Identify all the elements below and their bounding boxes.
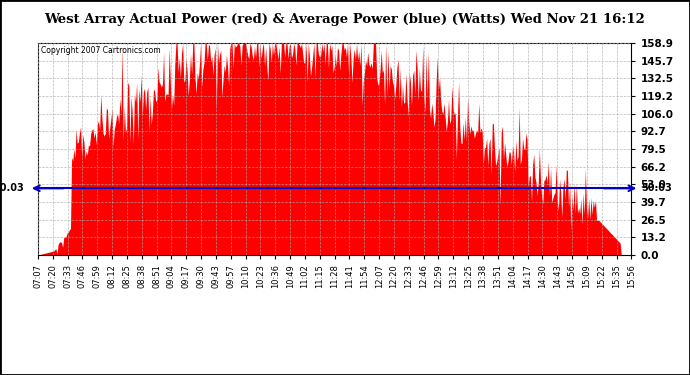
Text: Copyright 2007 Cartronics.com: Copyright 2007 Cartronics.com — [41, 46, 161, 55]
Text: 50.03: 50.03 — [642, 183, 672, 193]
Text: West Array Actual Power (red) & Average Power (blue) (Watts) Wed Nov 21 16:12: West Array Actual Power (red) & Average … — [45, 13, 645, 26]
Text: 50.03: 50.03 — [0, 183, 24, 193]
